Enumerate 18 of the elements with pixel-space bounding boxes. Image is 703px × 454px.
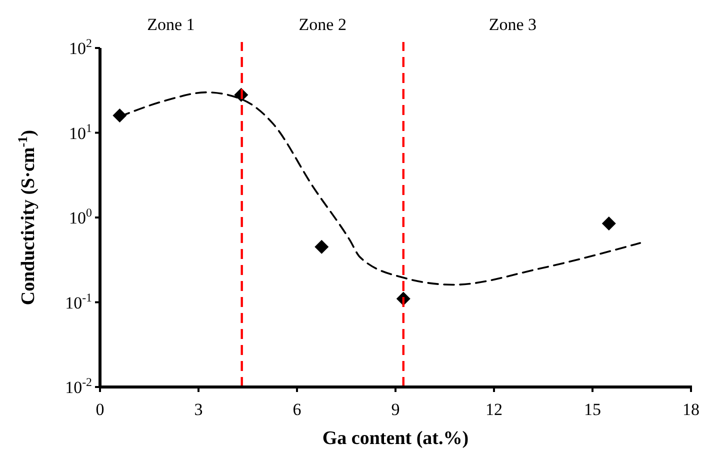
x-tick-label: 9 bbox=[391, 400, 400, 419]
y-tick-label: 10$^{0}$ bbox=[69, 206, 92, 228]
x-tick-label: 3 bbox=[194, 400, 203, 419]
y-tick-label: 10$^{-2}$ bbox=[65, 375, 92, 397]
y-tick-label: 10$^{-1}$ bbox=[65, 290, 92, 312]
point bbox=[314, 240, 329, 254]
x-tick-label: 6 bbox=[292, 400, 302, 419]
x-tick-label: 18 bbox=[682, 400, 700, 419]
x-axis-title: Ga content (at.%) bbox=[322, 428, 469, 449]
x-tick-label: 0 bbox=[96, 400, 104, 419]
text: Zone 1 bbox=[147, 15, 195, 34]
y-tick-label: 10$^{1}$ bbox=[69, 120, 92, 143]
x-tick-label: 12 bbox=[486, 400, 502, 419]
text: Zone 3 bbox=[488, 15, 537, 34]
y-tick-label: 10$^{2}$ bbox=[69, 36, 92, 58]
point bbox=[602, 216, 616, 230]
text: Zone 2 bbox=[298, 15, 346, 34]
x-tick-label: 15 bbox=[584, 400, 601, 419]
